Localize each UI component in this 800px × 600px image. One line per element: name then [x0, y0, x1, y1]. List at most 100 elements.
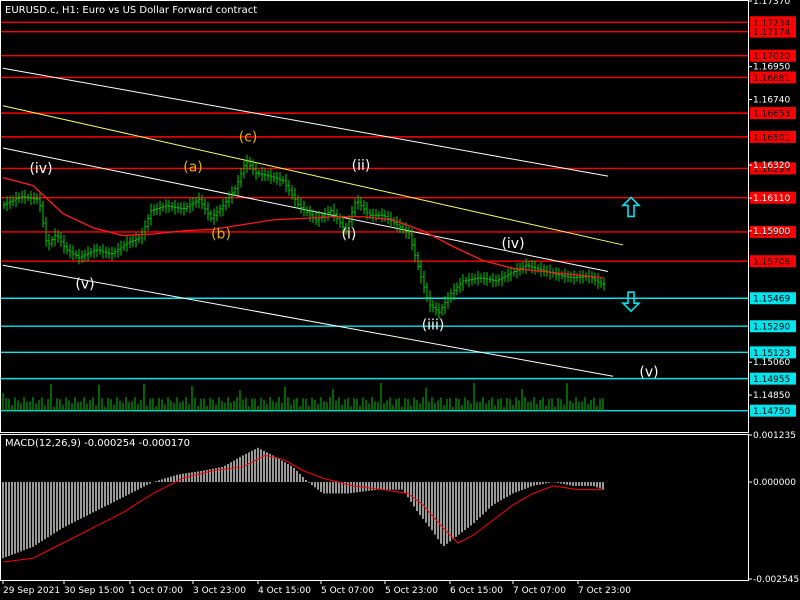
time-tick-label: 1 Oct 07:00 — [130, 586, 183, 596]
time-tick-label: 7 Oct 23:00 — [578, 586, 631, 596]
price-bar — [357, 195, 360, 210]
price-bar — [264, 168, 267, 181]
price-bar — [144, 220, 147, 241]
level-price-badge: 1.15469 — [750, 292, 796, 305]
level-price-badge: 1.16299 — [750, 162, 796, 175]
time-tick-label: 5 Oct 07:00 — [321, 586, 374, 596]
price-bar — [594, 272, 597, 286]
price-bar — [540, 262, 543, 277]
price-bar — [192, 196, 195, 211]
price-bar — [480, 273, 483, 283]
price-bar — [90, 247, 93, 258]
level-badge-bg — [750, 49, 796, 62]
price-bar — [318, 211, 321, 227]
level-price-badge: 1.15893 — [750, 225, 796, 238]
moving-average-line — [2, 177, 604, 279]
price-bar — [603, 277, 606, 291]
price-bar — [432, 300, 435, 313]
price-bar — [324, 207, 327, 223]
price-bar — [96, 243, 99, 258]
price-bar — [12, 195, 15, 207]
price-bar — [162, 203, 165, 212]
level-price-badge: 1.16501 — [750, 130, 796, 143]
price-bar — [573, 270, 576, 285]
price-bar — [558, 267, 561, 282]
price-bar — [411, 228, 414, 251]
price-bar — [531, 259, 534, 274]
level-badge-text: 1.15893 — [753, 228, 790, 238]
level-badge-text: 1.16881 — [753, 74, 790, 84]
arrow-up-icon — [621, 196, 641, 218]
price-bar — [198, 192, 201, 209]
time-tick-label: 7 Oct 07:00 — [513, 586, 566, 596]
price-bar — [579, 270, 582, 284]
level-badge-text: 1.15706 — [753, 258, 790, 268]
price-tick-label: 1.16110 — [753, 194, 790, 204]
price-bar — [342, 215, 345, 234]
level-badge-bg — [750, 16, 796, 29]
level-badge-text: 1.17020 — [753, 52, 790, 62]
price-bar — [525, 258, 528, 274]
channel-mid-line — [2, 105, 624, 246]
price-tick-label: 1.17370 — [753, 0, 790, 7]
price-bar — [234, 185, 237, 197]
price-bar — [582, 270, 585, 284]
level-badge-text: 1.14955 — [753, 375, 790, 385]
level-badge-bg — [750, 162, 796, 175]
price-bars — [3, 154, 606, 319]
price-bar — [438, 303, 441, 319]
price-bar — [93, 244, 96, 259]
price-bar — [51, 235, 54, 248]
price-bar — [174, 199, 177, 215]
level-badge-bg — [750, 130, 796, 143]
macd-axis: 0.001235 0.000000 -0.002545 — [748, 431, 799, 585]
price-bar — [294, 187, 297, 207]
time-axis: 29 Sep 2021 30 Sep 15:00 1 Oct 07:00 3 Oct … — [2, 580, 631, 596]
price-bar — [315, 212, 318, 226]
price-bar — [300, 198, 303, 214]
price-bar — [39, 192, 42, 213]
level-price-badge: 1.15290 — [750, 320, 796, 333]
price-bar — [66, 242, 69, 255]
price-bar — [414, 237, 417, 263]
price-bar — [48, 233, 51, 251]
price-bar — [381, 208, 384, 223]
price-bar — [186, 203, 189, 212]
price-bar — [375, 208, 378, 222]
price-bar — [327, 205, 330, 221]
price-bar — [555, 267, 558, 281]
price-tick-label: 1.15060 — [753, 358, 790, 368]
price-tick-label: 1.16740 — [753, 96, 790, 106]
price-bar — [396, 216, 399, 232]
price-bar — [132, 235, 135, 248]
level-badge-bg — [750, 404, 796, 417]
time-tick-label: 4 Oct 15:00 — [258, 586, 311, 596]
price-bar — [147, 214, 150, 231]
level-badge-text: 1.16299 — [753, 165, 790, 175]
time-tick-label: 6 Oct 15:00 — [450, 586, 503, 596]
price-bar — [486, 271, 489, 286]
price-bar — [471, 273, 474, 286]
level-badge-text: 1.17174 — [753, 28, 790, 38]
price-bar — [228, 191, 231, 208]
level-badge-bg — [750, 225, 796, 238]
price-bar — [423, 270, 426, 294]
price-bar — [75, 250, 78, 260]
price-bar — [27, 193, 30, 202]
price-bar — [3, 201, 6, 210]
elliott-wave-labels: (iv) (v) (a) (b) (c) (ii) (i) (iii) (iv) (v) — [29, 130, 658, 381]
price-bar — [207, 202, 210, 221]
price-bar — [561, 271, 564, 280]
price-bar — [45, 216, 48, 247]
price-bar — [63, 234, 66, 254]
price-bar — [108, 247, 111, 259]
price-bar — [516, 263, 519, 279]
price-bar — [435, 301, 438, 316]
level-price-badge: 1.16112 — [750, 191, 796, 204]
level-badge-text: 1.15469 — [753, 295, 790, 305]
price-bar — [156, 203, 159, 216]
level-badge-bg — [750, 372, 796, 385]
price-bar — [141, 227, 144, 245]
price-bar — [150, 203, 153, 226]
